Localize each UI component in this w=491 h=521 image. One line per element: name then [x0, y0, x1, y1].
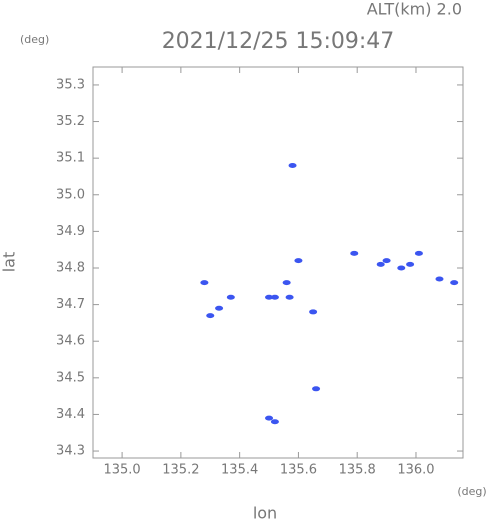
echo-point: [282, 280, 291, 286]
x-tick-label: 135.0: [103, 463, 140, 478]
y-tick-label: 35.2: [56, 114, 85, 129]
echo-point: [294, 258, 303, 264]
x-unit: (deg): [457, 485, 486, 498]
altitude-label: ALT(km) 2.0: [367, 0, 462, 19]
y-unit: (deg): [20, 33, 49, 46]
echo-point: [206, 313, 215, 319]
x-tick-label: 135.6: [280, 463, 317, 478]
echo-point: [265, 294, 274, 300]
echo-point: [309, 309, 318, 315]
echo-point: [312, 386, 321, 392]
x-tick-label: 135.8: [339, 463, 376, 478]
x-tick-label: 135.4: [221, 463, 258, 478]
x-tick-label: 135.2: [162, 463, 199, 478]
y-tick-label: 34.5: [56, 370, 85, 385]
y-tick-label: 34.9: [56, 224, 85, 239]
echo-point: [382, 258, 391, 264]
plot-frame: [92, 66, 464, 459]
echo-point: [350, 250, 359, 256]
echo-point: [406, 261, 415, 267]
echo-point: [376, 261, 385, 267]
x-tick-label: 136.0: [397, 463, 434, 478]
echo-point: [270, 419, 279, 425]
chart-title: 2021/12/25 15:09:47: [162, 29, 395, 54]
echo-point: [288, 162, 297, 168]
echo-point: [226, 294, 235, 300]
echo-point: [397, 265, 406, 271]
echo-point: [215, 305, 224, 311]
echo-point: [200, 280, 209, 286]
echo-point: [450, 280, 459, 286]
y-tick-label: 34.8: [56, 260, 85, 275]
y-axis-label: lat: [0, 252, 19, 273]
echo-point: [414, 250, 423, 256]
echo-point: [270, 294, 279, 300]
x-axis-label: lon: [253, 504, 277, 521]
y-tick-label: 34.3: [56, 444, 85, 459]
y-tick-label: 35.3: [56, 77, 85, 92]
y-tick-label: 35.1: [56, 151, 85, 166]
echo-point: [435, 276, 444, 282]
echo-point: [285, 294, 294, 300]
y-tick-label: 35.0: [56, 187, 85, 202]
echo-point: [265, 415, 274, 421]
y-tick-label: 34.6: [56, 334, 85, 349]
y-tick-label: 34.4: [56, 407, 85, 422]
y-tick-label: 34.7: [56, 297, 85, 312]
